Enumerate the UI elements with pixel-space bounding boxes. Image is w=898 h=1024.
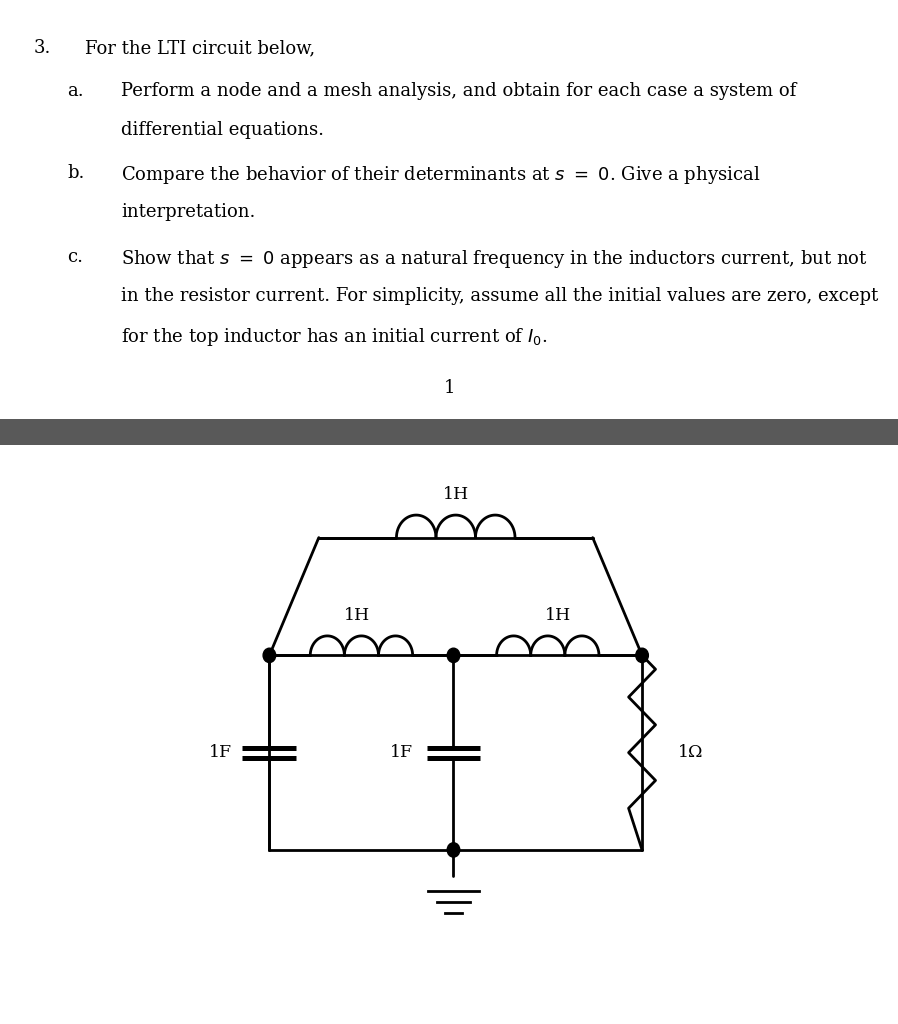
Text: 1F: 1F (390, 744, 413, 761)
Text: interpretation.: interpretation. (121, 203, 256, 221)
Text: Compare the behavior of their determinants at $s\ =\ 0$. Give a physical: Compare the behavior of their determinan… (121, 164, 761, 185)
Bar (0, 419, 898, 445)
Circle shape (447, 648, 460, 663)
Text: 3.: 3. (34, 39, 51, 57)
Text: 1: 1 (444, 379, 454, 397)
Text: 1H: 1H (545, 606, 572, 624)
Text: differential equations.: differential equations. (121, 121, 324, 139)
Text: 1H: 1H (344, 606, 370, 624)
Text: Show that $s\ =\ 0$ appears as a natural frequency in the inductors current, but: Show that $s\ =\ 0$ appears as a natural… (121, 248, 868, 269)
Text: a.: a. (67, 82, 84, 100)
Text: for the top inductor has an initial current of $I_0$.: for the top inductor has an initial curr… (121, 326, 548, 347)
Circle shape (636, 648, 648, 663)
Circle shape (263, 648, 276, 663)
Text: 1H: 1H (443, 485, 469, 503)
Text: For the LTI circuit below,: For the LTI circuit below, (85, 39, 315, 57)
Text: in the resistor current. For simplicity, assume all the initial values are zero,: in the resistor current. For simplicity,… (121, 287, 878, 305)
Text: b.: b. (67, 164, 84, 182)
Text: 1Ω: 1Ω (678, 744, 703, 761)
Circle shape (447, 843, 460, 857)
Text: Perform a node and a mesh analysis, and obtain for each case a system of: Perform a node and a mesh analysis, and … (121, 82, 797, 100)
Text: c.: c. (67, 248, 84, 266)
Text: 1F: 1F (208, 744, 232, 761)
